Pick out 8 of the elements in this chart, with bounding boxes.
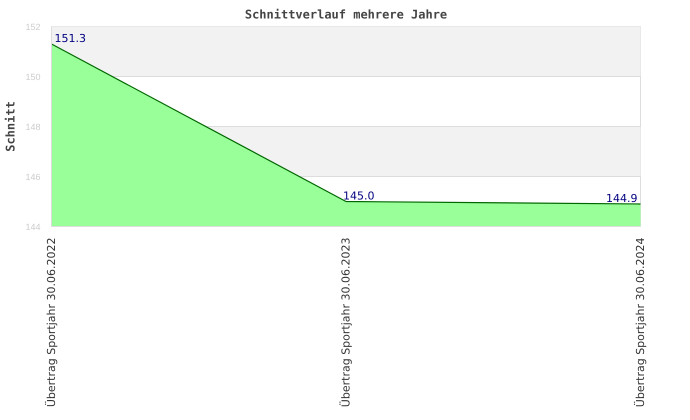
data-label: 145.0 — [343, 190, 374, 202]
data-label: 151.3 — [54, 32, 86, 45]
y-axis-title: Schnitt — [3, 101, 18, 152]
x-tick-label: Übertrag Sportjahr 30.06.2024 — [633, 237, 647, 408]
x-tick-label: Übertrag Sportjahr 30.06.2023 — [338, 237, 352, 408]
x-tick-label: Übertrag Sportjahr 30.06.2022 — [44, 237, 58, 408]
chart-title: Schnittverlauf mehrere Jahre — [244, 8, 448, 22]
data-label: 144.9 — [606, 192, 638, 205]
